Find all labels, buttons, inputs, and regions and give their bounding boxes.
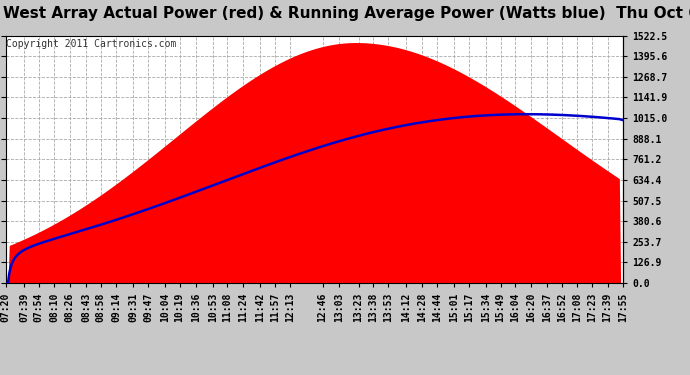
Text: Copyright 2011 Cartronics.com: Copyright 2011 Cartronics.com xyxy=(6,39,176,50)
Text: West Array Actual Power (red) & Running Average Power (Watts blue)  Thu Oct 6 18: West Array Actual Power (red) & Running … xyxy=(3,6,690,21)
